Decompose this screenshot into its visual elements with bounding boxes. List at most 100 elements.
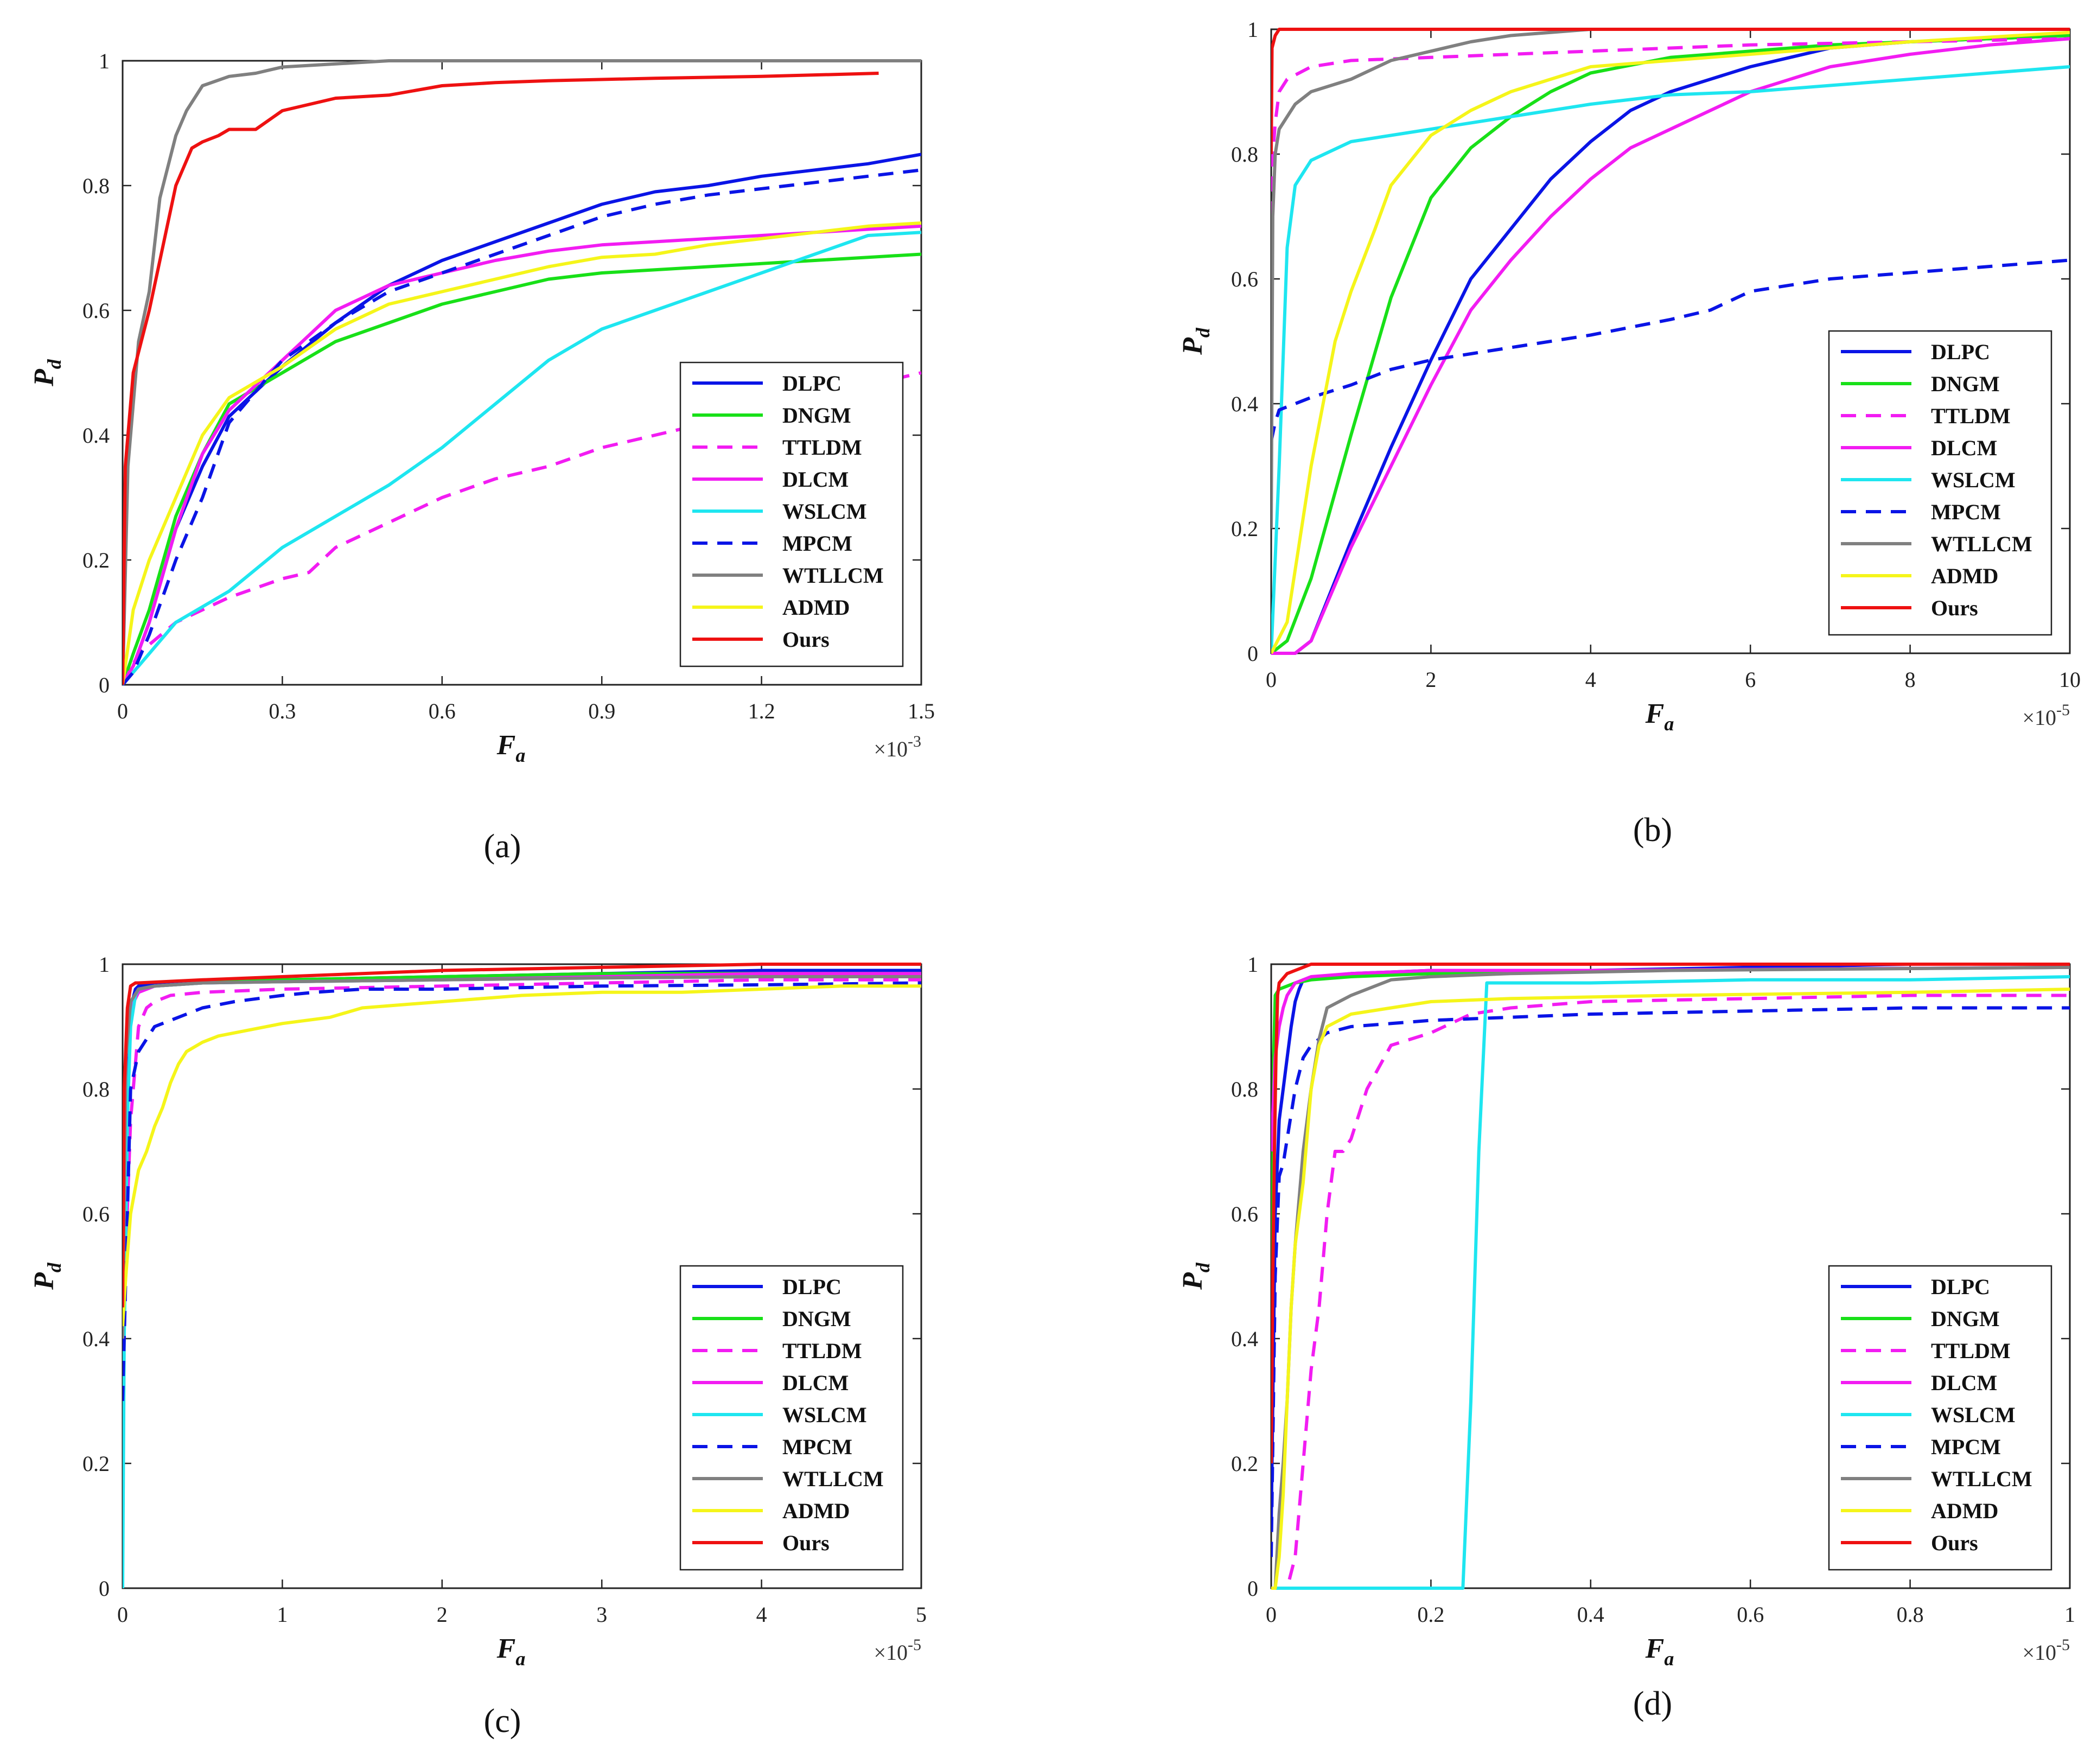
panel-caption: (c): [484, 1703, 521, 1740]
panel-caption: (b): [1633, 812, 1672, 849]
x-tick-label: 10: [2059, 667, 2081, 692]
x-tick-label: 4: [1585, 667, 1596, 692]
y-tick-label: 0.8: [82, 174, 110, 198]
x-tick-label: 0: [1266, 667, 1277, 692]
x-tick-label: 1: [277, 1602, 288, 1627]
legend-label-dlcm: DLCM: [1931, 1371, 1997, 1395]
y-tick-label: 0.6: [1231, 1202, 1258, 1226]
legend-label-ttldm: TTLDM: [1931, 1339, 2011, 1363]
series-line-ours: [1271, 28, 2070, 155]
series-line-ttldm: [1271, 37, 2070, 342]
x-tick-label: 4: [756, 1602, 767, 1627]
x-axis-label: Fa: [1645, 1633, 1674, 1670]
y-tick-label: 0.8: [1231, 142, 1258, 167]
legend-label-ours: Ours: [782, 627, 830, 652]
legend-label-dlpc: DLPC: [782, 371, 841, 396]
x-tick-label: 0.8: [1897, 1602, 1924, 1627]
chart-panel-2: 0 1 2 3 4 5 0 0.2 0.4 0.6 0.8 1 Fa Pd ×10-5 DLPC DNGM TTL…: [29, 952, 927, 1740]
x-multiplier: ×10-5: [2022, 1636, 2070, 1665]
x-multiplier: ×10-5: [2022, 701, 2070, 730]
legend-label-dlcm: DLCM: [1931, 436, 1997, 460]
series-line-admd: [123, 221, 921, 685]
x-axis-label: Fa: [1645, 698, 1674, 735]
series-line-ttldm: [1271, 994, 2070, 1590]
legend-box: [679, 361, 904, 667]
legend-box: [1828, 330, 2052, 636]
legend-label-wtllcm: WTLLCM: [782, 1467, 884, 1491]
y-tick-label: 0.4: [82, 1327, 110, 1351]
legend-label-wslcm: WSLCM: [782, 1403, 867, 1427]
series-line-admd: [1271, 30, 2070, 654]
legend: DLPC DNGM TTLDM DLCM WSLCM MPCM WTLLCM ADMD Ours: [1828, 330, 2052, 636]
legend-label-wtllcm: WTLLCM: [782, 563, 884, 588]
legend-label-wtllcm: WTLLCM: [1931, 532, 2032, 556]
legend: DLPC DNGM TTLDM DLCM WSLCM MPCM WTLLCM ADMD Ours: [679, 1265, 904, 1571]
x-tick-label: 2: [1425, 667, 1436, 692]
legend-label-dlpc: DLPC: [1931, 1275, 1990, 1299]
y-tick-label: 0.6: [1231, 267, 1258, 291]
legend-label-wslcm: WSLCM: [1931, 468, 2016, 492]
series-line-wslcm: [123, 231, 921, 686]
legend-label-mpcm: MPCM: [782, 531, 852, 556]
legend-label-dlpc: DLPC: [782, 1275, 841, 1299]
series-line-wslcm: [1271, 975, 2070, 1590]
y-axis-label: Pd: [1177, 1262, 1214, 1290]
legend-label-ours: Ours: [782, 1531, 830, 1555]
y-tick-label: 0.2: [1231, 1451, 1258, 1476]
legend-label-dngm: DNGM: [1931, 1307, 2000, 1331]
x-tick-label: 2: [437, 1602, 448, 1627]
y-tick-label: 1: [1247, 952, 1258, 977]
x-axis-label: Fa: [496, 1633, 526, 1670]
series-group: [1271, 28, 2070, 655]
series-line-ours: [123, 963, 921, 1308]
y-tick-label: 0.2: [82, 1451, 110, 1476]
series-line-dlcm: [1271, 37, 2070, 655]
legend-label-dngm: DNGM: [1931, 372, 2000, 396]
y-tick-label: 0: [1247, 641, 1258, 666]
y-tick-label: 0.6: [82, 1202, 110, 1226]
legend: DLPC DNGM TTLDM DLCM WSLCM MPCM WTLLCM ADMD Ours: [679, 361, 904, 667]
x-tick-label: 0.2: [1417, 1602, 1444, 1627]
legend-label-admd: ADMD: [1931, 564, 1998, 588]
legend-label-ours: Ours: [1931, 596, 1978, 620]
legend-label-ttldm: TTLDM: [1931, 404, 2011, 428]
legend-label-ttldm: TTLDM: [782, 1339, 862, 1363]
y-tick-label: 0: [99, 1576, 110, 1601]
legend-label-mpcm: MPCM: [1931, 1435, 2001, 1459]
series-line-ours: [123, 72, 879, 685]
chart-panel-3: 0 0.2 0.4 0.6 0.8 1 0 0.2 0.4 0.6 0.8 1 Fa Pd ×10-5 DLP…: [1177, 952, 2075, 1722]
legend-label-wslcm: WSLCM: [1931, 1403, 2016, 1427]
y-tick-label: 0.4: [82, 423, 110, 448]
x-tick-label: 0: [1266, 1602, 1277, 1627]
legend-box: [679, 1265, 904, 1571]
series-line-dngm: [123, 252, 921, 685]
series-line-wtllcm: [1271, 28, 2070, 529]
x-tick-label: 5: [916, 1602, 927, 1627]
legend-label-wtllcm: WTLLCM: [1931, 1467, 2032, 1491]
legend-label-admd: ADMD: [782, 595, 850, 620]
legend-label-dlcm: DLCM: [782, 467, 849, 492]
series-line-wslcm: [1271, 65, 2070, 654]
x-tick-label: 0: [117, 1602, 128, 1627]
legend-label-dlcm: DLCM: [782, 1371, 849, 1395]
legend-label-dngm: DNGM: [782, 1307, 851, 1331]
legend: DLPC DNGM TTLDM DLCM WSLCM MPCM WTLLCM ADMD Ours: [1828, 1265, 2052, 1571]
y-tick-label: 0: [1247, 1576, 1258, 1601]
panel-caption: (d): [1633, 1685, 1672, 1722]
chart-panel-0: 0 0.3 0.6 0.9 1.2 1.5 0 0.2 0.4 0.6 0.8 1 Fa Pd ×10-3 D…: [29, 49, 935, 865]
series-group: [123, 963, 921, 1589]
y-tick-label: 0.6: [82, 298, 110, 323]
x-tick-label: 0.6: [429, 699, 456, 723]
legend-box: [1828, 1265, 2052, 1571]
series-line-mpcm: [1271, 258, 2070, 442]
y-tick-label: 1: [1247, 17, 1258, 42]
legend-label-dlpc: DLPC: [1931, 340, 1990, 364]
legend-label-mpcm: MPCM: [1931, 500, 2001, 524]
series-line-dlcm: [1271, 965, 2070, 1152]
x-tick-label: 1: [2064, 1602, 2075, 1627]
legend-label-wslcm: WSLCM: [782, 499, 867, 524]
series-line-admd: [123, 984, 921, 1327]
x-tick-label: 0.4: [1577, 1602, 1604, 1627]
x-tick-label: 1.2: [748, 699, 775, 723]
